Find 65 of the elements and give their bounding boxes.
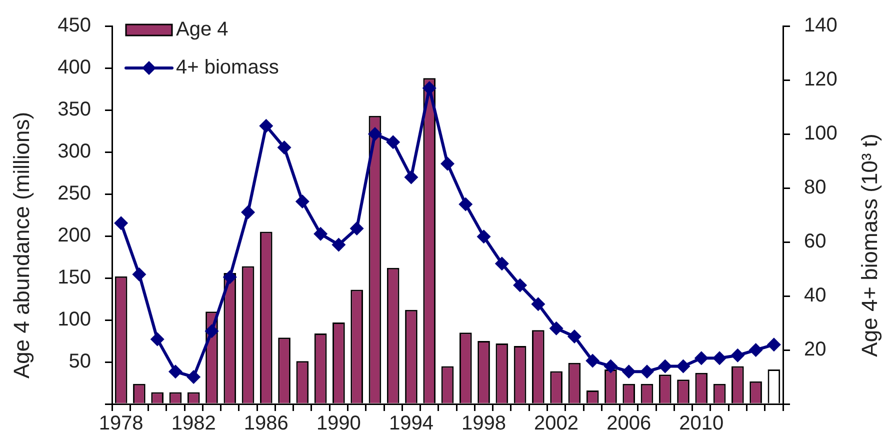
point <box>694 351 708 366</box>
point <box>314 226 328 241</box>
y2-axis-title: Age 4+ biomass (10³ t) <box>857 134 882 357</box>
point <box>730 348 745 362</box>
y-tick-label: 150 <box>58 266 91 289</box>
x-tick-label: 1982 <box>171 412 216 435</box>
point <box>531 297 546 312</box>
point <box>277 140 292 154</box>
point <box>350 222 364 236</box>
x-tick-label: 2002 <box>534 412 579 435</box>
point <box>404 170 418 184</box>
x-tick-label: 1990 <box>316 412 361 435</box>
point <box>295 194 310 208</box>
y2-tick-label: 120 <box>804 68 838 91</box>
point <box>766 338 781 352</box>
y-axis-title: Age 4 abundance (millions) <box>9 112 34 379</box>
y2-tick-label: 40 <box>804 284 826 307</box>
point <box>386 135 400 150</box>
y2-tick-label: 100 <box>804 122 838 145</box>
x-tick-label: 2006 <box>606 412 652 435</box>
point <box>567 330 582 344</box>
x-tick-label: 1998 <box>462 412 506 435</box>
point <box>222 270 237 284</box>
point <box>640 364 654 379</box>
point <box>476 230 491 244</box>
point <box>114 216 128 230</box>
y-tick-label: 100 <box>58 308 91 331</box>
point <box>712 351 727 366</box>
point <box>150 332 164 346</box>
y-tick-label: 350 <box>58 98 91 121</box>
point <box>458 197 473 212</box>
point <box>186 370 201 384</box>
point <box>241 205 256 220</box>
y2-tick-label: 60 <box>804 230 826 253</box>
point <box>204 324 219 338</box>
x-tick-label: 1986 <box>244 412 288 435</box>
point <box>604 359 618 374</box>
point <box>494 256 509 271</box>
point <box>586 354 600 368</box>
y2-tick-label: 80 <box>804 176 826 199</box>
point <box>168 364 182 379</box>
point <box>549 321 564 336</box>
point <box>368 127 382 141</box>
point <box>676 359 690 374</box>
point <box>748 343 763 357</box>
y2-tick-label: 140 <box>804 14 838 37</box>
point <box>132 267 146 282</box>
point <box>658 359 672 374</box>
x-tick-label: 1978 <box>98 412 144 435</box>
legend-label: 4+ biomass <box>176 56 279 79</box>
y-tick-label: 400 <box>58 56 91 79</box>
point <box>622 364 636 379</box>
point <box>259 118 274 133</box>
y-tick-label: 450 <box>58 14 91 37</box>
point <box>513 278 528 292</box>
x-tick-label: 2010 <box>679 412 724 435</box>
legend-label: Age 4 <box>176 18 228 41</box>
point <box>332 238 346 252</box>
y-tick-label: 250 <box>58 182 91 205</box>
y-tick-label: 50 <box>68 350 91 373</box>
point <box>440 156 454 171</box>
y-tick-label: 200 <box>58 224 91 247</box>
y2-tick-label: 20 <box>804 338 826 361</box>
y-tick-label: 300 <box>58 140 91 163</box>
x-tick-label: 1994 <box>388 412 434 435</box>
